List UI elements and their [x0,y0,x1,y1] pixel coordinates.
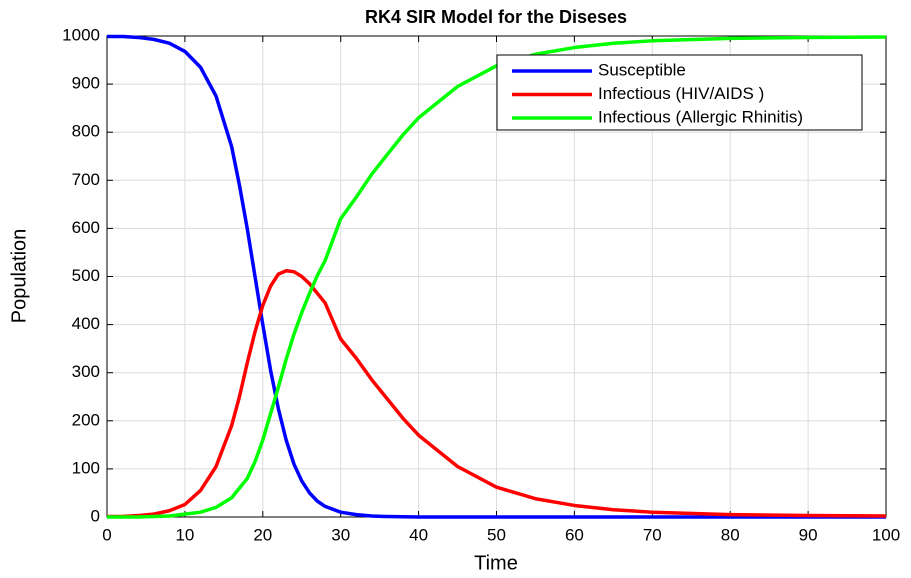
y-tick-label: 600 [72,218,100,237]
y-tick-label: 100 [72,458,100,477]
y-tick-label: 200 [72,410,100,429]
x-tick-label: 100 [872,525,900,544]
y-tick-label: 500 [72,266,100,285]
y-tick-label: 400 [72,314,100,333]
legend-label: Infectious (Allergic Rhinitis) [598,107,803,126]
legend-label: Susceptible [598,60,686,79]
x-tick-label: 80 [721,525,740,544]
y-tick-label: 0 [91,506,100,525]
legend-label: Infectious (HIV/AIDS ) [598,84,764,103]
chart-title: RK4 SIR Model for the Diseses [365,7,627,27]
y-tick-label: 1000 [62,25,100,44]
x-tick-label: 50 [487,525,506,544]
x-tick-label: 90 [799,525,818,544]
x-tick-label: 70 [643,525,662,544]
y-tick-label: 800 [72,122,100,141]
x-tick-label: 40 [409,525,428,544]
x-tick-label: 30 [331,525,350,544]
x-tick-label: 10 [175,525,194,544]
y-axis-label: Population [8,229,30,324]
series-line [107,35,887,519]
y-tick-label: 300 [72,362,100,381]
series-line [107,268,887,519]
y-tick-label: 900 [72,74,100,93]
series-line [107,34,886,519]
x-tick-label: 20 [253,525,272,544]
x-tick-label: 0 [102,525,111,544]
y-tick-label: 700 [72,170,100,189]
x-tick-label: 60 [565,525,584,544]
x-axis-label: Time [474,552,518,574]
